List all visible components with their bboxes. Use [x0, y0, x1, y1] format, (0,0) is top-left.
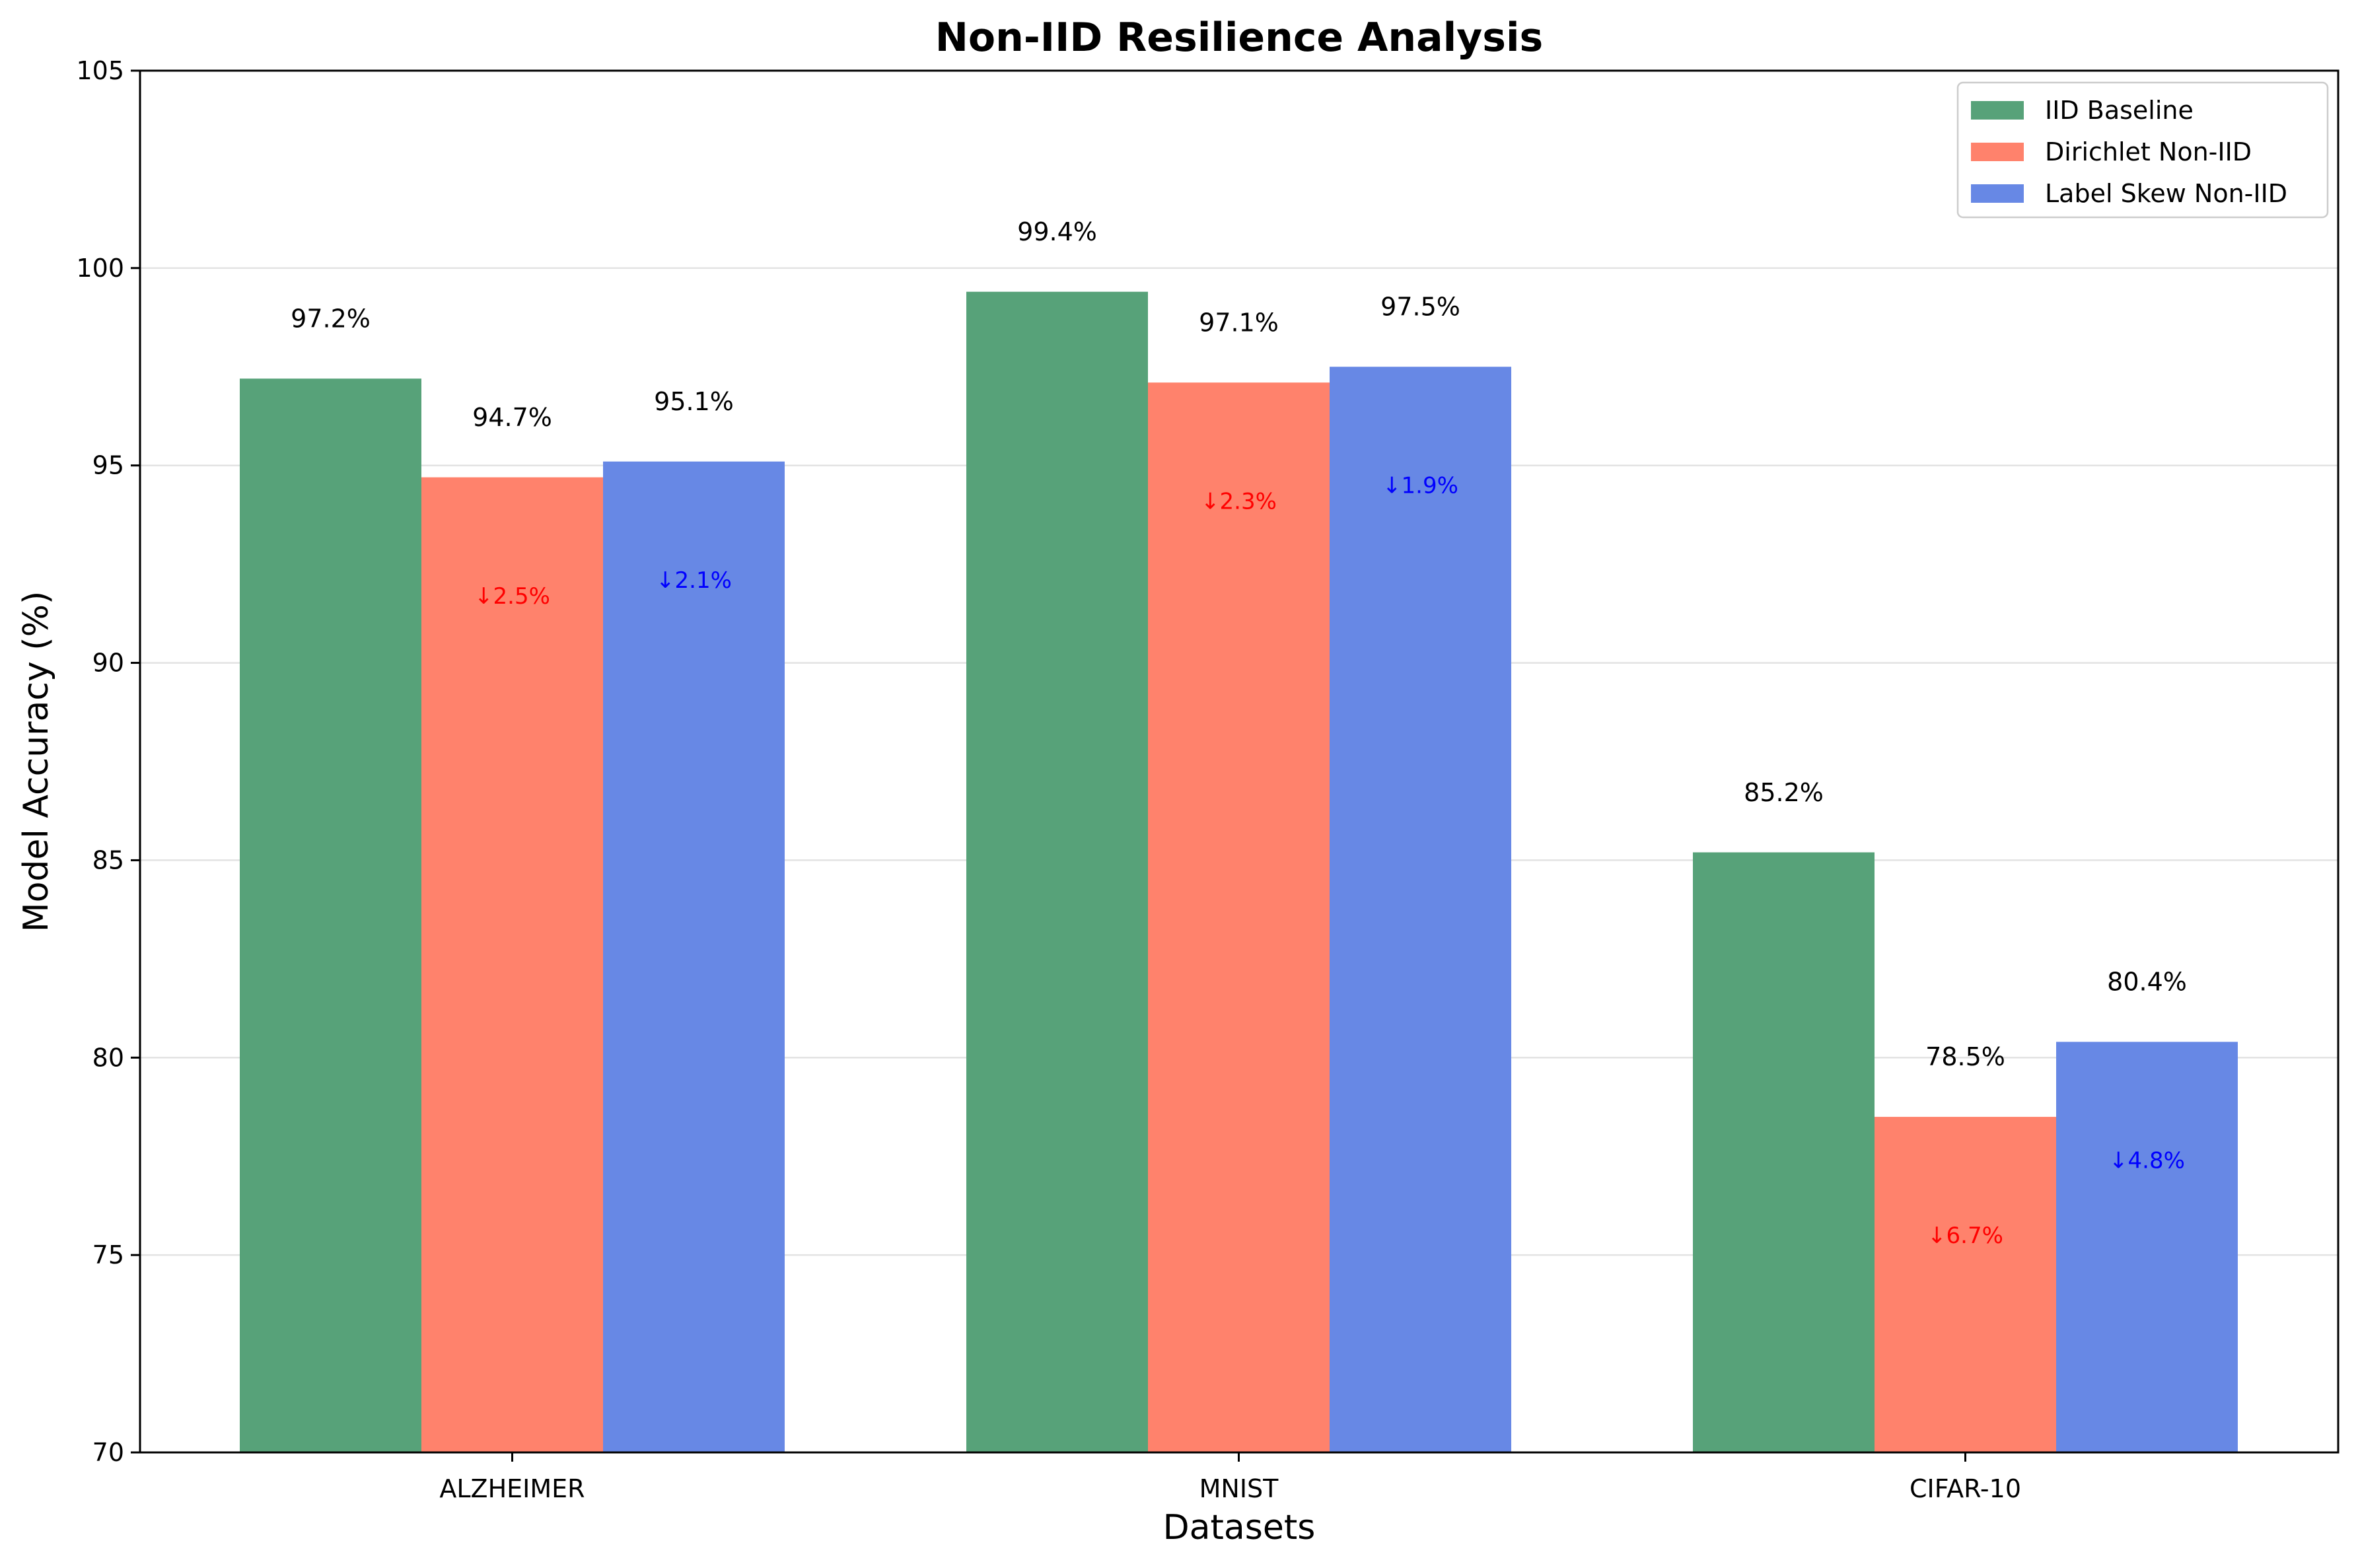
bar	[240, 378, 421, 1452]
legend-item-label: IID Baseline	[2045, 96, 2194, 125]
bar	[1148, 382, 1330, 1452]
bar	[2056, 1042, 2238, 1452]
bar-value-label: 94.7%	[472, 403, 552, 432]
bar-drop-label: ↓2.1%	[656, 567, 732, 594]
bar-drop-label: ↓2.3%	[1201, 488, 1277, 515]
y-tick-label: 100	[76, 254, 124, 283]
bar	[1330, 367, 1511, 1453]
chart-title: Non-IID Resilience Analysis	[935, 15, 1544, 61]
bar-drop-label: ↓6.7%	[1927, 1223, 2003, 1249]
x-tick-label: ALZHEIMER	[439, 1474, 585, 1503]
y-tick-label: 75	[92, 1240, 124, 1269]
bar-value-label: 97.5%	[1380, 293, 1460, 322]
bars	[240, 291, 2238, 1453]
bar-value-label: 97.2%	[291, 304, 371, 334]
bar-value-label: 80.4%	[2107, 968, 2187, 997]
y-tick-label: 80	[92, 1043, 124, 1072]
legend-swatch	[1971, 184, 2024, 203]
bar-value-label: 95.1%	[654, 387, 734, 416]
legend: IID Baseline Dirichlet Non-IID Label Skew …	[1956, 81, 2329, 219]
bar-value-label: 85.2%	[1744, 778, 1824, 807]
bar	[1693, 852, 1875, 1452]
legend-swatch	[1971, 101, 2024, 120]
axis-ticks: 70 75 80 85 90 95 100 105 ALZHEIMER MNIST CIFAR-10	[76, 56, 2021, 1503]
legend-box	[1956, 81, 2329, 219]
x-tick-label: MNIST	[1199, 1474, 1279, 1503]
bar-labels: 97.2% 94.7% ↓2.5% 95.1% ↓2.1% 99.4% 97.1% ↓2.3%…	[291, 217, 2187, 1249]
y-axis-label: Model Accuracy (%)	[17, 591, 56, 933]
bar-value-label: 97.1%	[1199, 308, 1279, 337]
y-tick-label: 70	[92, 1438, 124, 1467]
x-axis-label: Datasets	[1163, 1508, 1316, 1548]
bar-drop-label: ↓4.8%	[2109, 1148, 2185, 1174]
y-tick-label: 90	[92, 649, 124, 678]
y-tick-label: 95	[92, 451, 124, 480]
bar-drop-label: ↓1.9%	[1382, 473, 1458, 499]
legend-swatch	[1971, 143, 2024, 161]
bar	[1875, 1116, 2056, 1452]
bar	[421, 477, 603, 1452]
bar-drop-label: ↓2.5%	[474, 583, 550, 610]
legend-item-label: Label Skew Non-IID	[2045, 179, 2287, 208]
legend-item-label: Dirichlet Non-IID	[2045, 137, 2252, 166]
y-tick-label: 85	[92, 845, 124, 874]
bar	[966, 291, 1148, 1453]
bar-value-label: 78.5%	[1925, 1042, 2005, 1071]
bar-value-label: 99.4%	[1017, 217, 1097, 246]
x-tick-label: CIFAR-10	[1910, 1474, 2021, 1503]
y-tick-label: 105	[76, 56, 124, 85]
bar	[603, 461, 785, 1453]
